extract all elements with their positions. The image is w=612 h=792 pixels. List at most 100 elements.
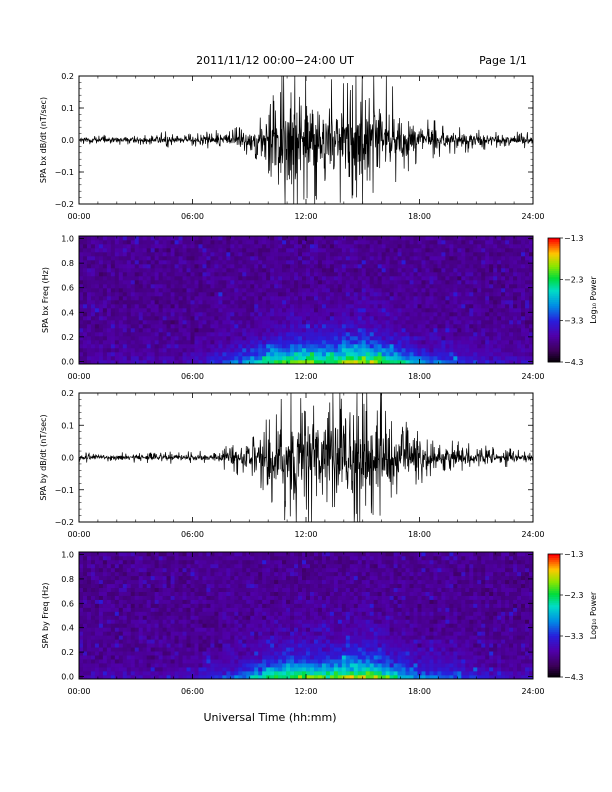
spectrogram-cell [282, 264, 287, 269]
spectrogram-cell [150, 591, 155, 596]
spectrogram-cell [397, 312, 402, 317]
spectrogram-cell [158, 320, 163, 325]
spectrogram-cell [162, 607, 167, 612]
colorbar-swatch [548, 300, 560, 303]
spectrogram-cell [190, 595, 195, 600]
spectrogram-cell [433, 328, 438, 333]
spectrogram-cell [401, 276, 406, 281]
spectrogram-cell [509, 340, 514, 345]
spectrogram-cell [449, 328, 454, 333]
spectrogram-cell [453, 272, 458, 277]
spectrogram-cell [421, 316, 426, 321]
spectrogram-cell [517, 272, 522, 277]
spectrogram-cell [274, 308, 279, 313]
spectrogram-cell [258, 244, 263, 249]
spectrogram-cell [282, 324, 287, 329]
spectrogram-cell [409, 272, 414, 277]
spectrogram-cell [321, 332, 327, 337]
spectrogram-cell [309, 312, 315, 317]
spectrogram-cell [497, 300, 502, 305]
spectrogram-cell [122, 248, 128, 253]
spectrogram-cell [182, 312, 187, 317]
spectrogram-cell [150, 631, 155, 636]
spectrogram-cell [465, 316, 470, 321]
spectrogram-cell [381, 304, 386, 309]
spectrogram-cell [521, 324, 526, 329]
spectrogram-cell [130, 659, 136, 664]
spectrogram-cell [90, 292, 96, 297]
spectrogram-cell [485, 244, 490, 249]
spectrogram-cell [333, 340, 339, 345]
figure-title: 2011/11/12 00:00−24:00 UT [196, 54, 354, 67]
spectrogram-cell [174, 260, 179, 265]
spectrogram-cell [170, 663, 175, 668]
spectrogram-cell [329, 276, 335, 281]
spectrogram-cell [477, 300, 482, 305]
spectrogram-cell [242, 240, 247, 245]
spectrogram-cell [449, 248, 454, 253]
spectrogram-cell [126, 240, 132, 245]
spectrogram-cell [174, 587, 179, 592]
spectrogram-cell [397, 352, 402, 357]
spectrogram-cell [341, 308, 347, 313]
spectrogram-cell [218, 356, 223, 361]
spectrogram-cell [162, 671, 167, 676]
spectrogram-cell [186, 324, 191, 329]
spectrogram-cell [146, 312, 151, 317]
spectrogram-cell [154, 340, 159, 345]
spectrogram-cell [94, 308, 100, 313]
spectrogram-cell [493, 308, 498, 313]
spectrogram-cell [254, 256, 259, 261]
spectrogram-cell [409, 360, 414, 365]
spectrogram-cell [114, 352, 120, 357]
spectrogram-cell [146, 356, 151, 361]
spectrogram-cell [401, 248, 406, 253]
spectrogram-cell [94, 587, 100, 592]
spectrogram-cell [353, 340, 359, 345]
spectrogram-cell [82, 559, 88, 565]
spectrogram-cell [357, 272, 363, 277]
spectrogram-cell [226, 256, 231, 261]
spectrogram-cell [505, 348, 510, 353]
spectrogram-cell [417, 280, 422, 285]
spectrogram-cell [309, 244, 315, 249]
spectrogram-cell [106, 603, 112, 608]
spectrogram-cell [317, 316, 323, 321]
spectrogram-cell [146, 671, 151, 676]
spectrogram-cell [437, 328, 442, 333]
spectrogram-cell [198, 264, 203, 269]
spectrogram-cell [106, 300, 112, 305]
spectrogram-cell [473, 336, 478, 341]
spectrogram-cell [174, 607, 179, 612]
spectrogram-cell [325, 360, 331, 365]
spectrogram-cell [194, 591, 199, 596]
spectrogram-cell [98, 272, 104, 277]
spectrogram-cell [126, 268, 132, 273]
spectrogram-cell [433, 320, 438, 325]
spectrogram-cell [473, 356, 478, 361]
spectrogram-cell [282, 360, 287, 365]
spectrogram-cell [178, 627, 183, 632]
spectrogram-cell [481, 244, 486, 249]
spectrogram-cell [90, 332, 96, 337]
spectrogram-cell [513, 272, 518, 277]
spectrogram-cell [321, 236, 327, 241]
spectrogram-cell [94, 268, 100, 273]
spectrogram-cell [521, 240, 526, 245]
spectrogram-cell [294, 312, 299, 317]
spectrogram-cell [489, 356, 494, 361]
spectrogram-cell [226, 296, 231, 301]
spectrogram-cell [282, 352, 287, 357]
spectrogram-cell [453, 304, 458, 309]
spectrogram-cell [365, 352, 371, 357]
spectrogram-cell [162, 552, 167, 557]
spectrogram-cell [82, 635, 88, 640]
spectrogram-cell [385, 284, 390, 289]
spectrogram-cell [385, 264, 390, 269]
spectrogram-cell [294, 248, 299, 253]
colorbar-swatch [548, 318, 560, 322]
spectrogram-cell [158, 360, 163, 365]
spectrogram-cell [441, 328, 446, 333]
spectrogram-cell [393, 348, 398, 353]
spectrogram-cell [222, 320, 227, 325]
